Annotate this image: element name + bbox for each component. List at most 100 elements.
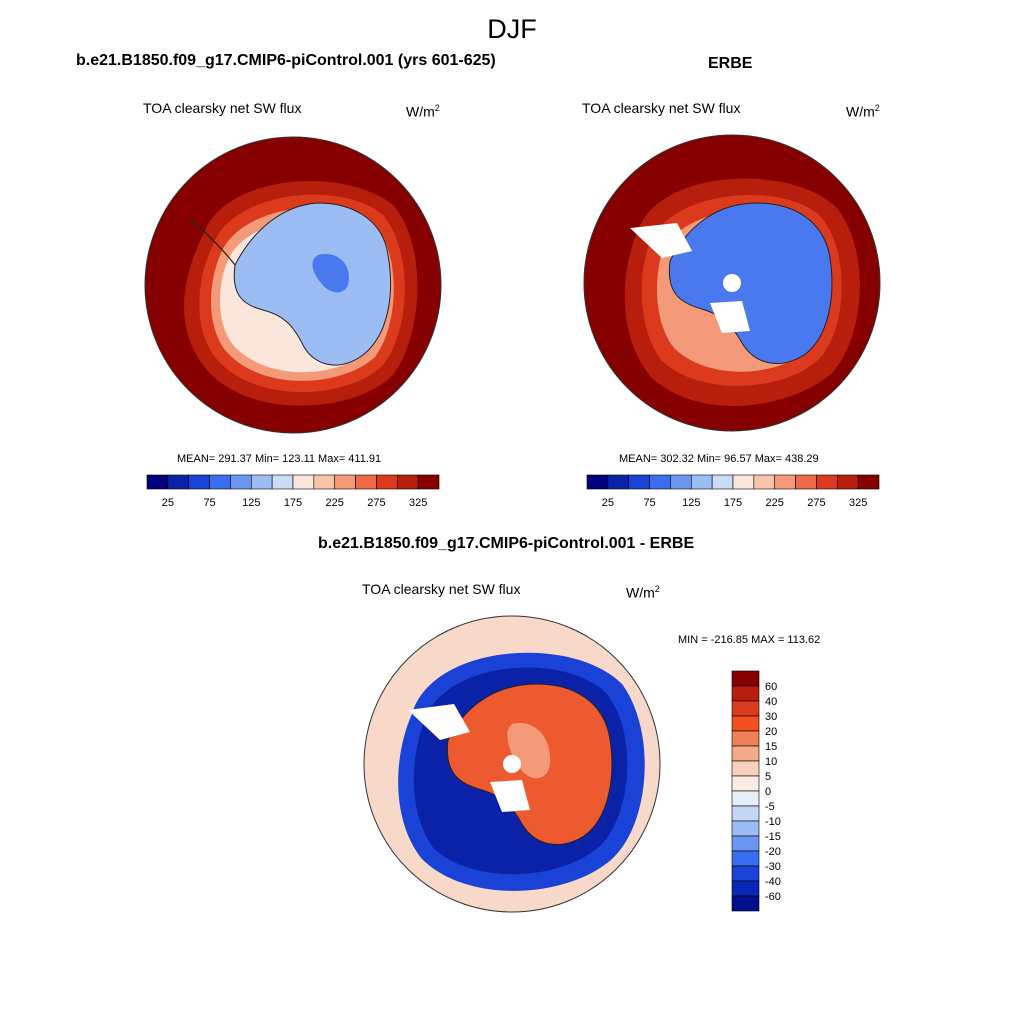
colorbar-cell [396, 474, 419, 490]
colorbar-cell [690, 474, 713, 490]
panel-3-variable: TOA clearsky net SW flux [362, 581, 521, 597]
colorbar-cell [649, 474, 671, 490]
colorbar-tick-label: 5 [765, 771, 771, 783]
colorbar-cell [250, 474, 273, 490]
colorbar-cell [731, 895, 760, 912]
colorbar-difference: 60 40 30 20 15 10 5 0 -5 -10 -15 -20 -30 -40 -60 [731, 670, 781, 912]
continent-light-blue [233, 202, 392, 366]
colorbar-cell [731, 865, 760, 882]
panel-2-units: W/m2 [846, 103, 880, 120]
colorbar-tick-label: 275 [807, 497, 825, 509]
missing-data-patch [630, 223, 692, 258]
colorbar-cell [795, 474, 817, 490]
colorbar-cell [271, 474, 294, 490]
colorbar-cell [731, 790, 760, 807]
colorbar-tick-label: -60 [765, 891, 781, 903]
colorbar-cell [731, 715, 760, 732]
colorbar-cell [731, 700, 760, 717]
colorbar-cell [731, 805, 760, 822]
colorbar-tick-label: 60 [765, 681, 777, 693]
colorbar-cell [376, 474, 398, 490]
map-erbe [583, 134, 881, 432]
colorbar-tick-label: 75 [643, 497, 655, 509]
colorbar-cell [417, 474, 440, 490]
panel-3-minmax: MIN = -216.85 MAX = 113.62 [678, 634, 821, 646]
colorbar-cell [586, 474, 609, 490]
colorbar-tick-label: 225 [766, 497, 784, 509]
panel-2-stats: MEAN= 302.32 Min= 96.57 Max= 438.29 [619, 453, 819, 465]
colorbar-tick-label: 0 [765, 786, 771, 798]
map-difference [363, 615, 661, 913]
colorbar-cell [167, 474, 190, 490]
colorbar-cell [607, 474, 630, 490]
colorbar-tick-label: -40 [765, 876, 781, 888]
continent-blue [668, 202, 833, 364]
colorbar-tick-label: 275 [367, 497, 385, 509]
colorbar-cell [731, 760, 760, 777]
missing-data-patch-2 [490, 780, 530, 812]
colorbar-tick-label: -15 [765, 831, 781, 843]
colorbar-tick-label: 10 [765, 756, 777, 768]
colorbar-cell [230, 474, 252, 490]
colorbar-cell [732, 474, 755, 490]
panel-2-variable: TOA clearsky net SW flux [582, 100, 741, 116]
interior-blue [312, 254, 349, 293]
colorbar-cell [670, 474, 692, 490]
colorbar-cell [731, 730, 760, 747]
colorbar-tick-label: 15 [765, 741, 777, 753]
colorbar-cell [836, 474, 859, 490]
figure-title: DJF [487, 14, 537, 44]
colorbar-cell [816, 474, 838, 490]
colorbar-tick-label: -30 [765, 861, 781, 873]
colorbar-tick-label: 175 [724, 497, 742, 509]
colorbar-tick-label: 175 [284, 497, 302, 509]
colorbar-cell [628, 474, 650, 490]
colorbar-cell [774, 474, 796, 490]
missing-data-patch-2 [710, 301, 750, 333]
peninsula-coast [187, 216, 236, 266]
colorbar-tick-label: 225 [326, 497, 344, 509]
colorbar-tick-label: 325 [409, 497, 427, 509]
colorbar-cell [731, 820, 760, 837]
colorbar-cell [731, 685, 760, 702]
colorbar-cell [753, 474, 776, 490]
colorbar-tick-label: 75 [203, 497, 215, 509]
colorbar-tick-label: -5 [765, 801, 775, 813]
colorbar-tick-label: 25 [602, 497, 614, 509]
colorbar-cell [209, 474, 231, 490]
missing-data-patch [408, 704, 470, 740]
colorbar-cell [731, 670, 760, 687]
colorbar-cell [731, 775, 760, 792]
colorbar-cell [292, 474, 315, 490]
colorbar-cell [857, 474, 880, 490]
colorbar-cell [711, 474, 734, 490]
panel-1-units: W/m2 [406, 103, 440, 120]
colorbar-model: 2575125175225275325375 [146, 474, 440, 509]
colorbar-tick-label: 325 [849, 497, 867, 509]
colorbar-cell [355, 474, 377, 490]
colorbar-cell [313, 474, 336, 490]
panel-3-title: b.e21.B1850.f09_g17.CMIP6-piControl.001 … [318, 535, 695, 552]
colorbar-cell [731, 745, 760, 762]
colorbar-cell [731, 835, 760, 852]
colorbar-tick-label: -20 [765, 846, 781, 858]
panel-1-variable: TOA clearsky net SW flux [143, 100, 302, 116]
pole-hole [503, 755, 521, 773]
colorbar-cell [731, 880, 760, 897]
colorbar-cell [146, 474, 169, 490]
colorbar-cell [731, 850, 760, 867]
colorbar-tick-label: 125 [682, 497, 700, 509]
colorbar-erbe: 2575125175225275325375 [586, 474, 880, 509]
colorbar-tick-label: 40 [765, 696, 777, 708]
colorbar-tick-label: 30 [765, 711, 777, 723]
panel-2-title: ERBE [708, 55, 753, 72]
colorbar-tick-label: 125 [242, 497, 260, 509]
colorbar-tick-label: -10 [765, 816, 781, 828]
colorbar-cell [188, 474, 210, 490]
pole-hole [723, 274, 741, 292]
panel-1-stats: MEAN= 291.37 Min= 123.11 Max= 411.91 [177, 453, 382, 465]
map-model [144, 136, 442, 434]
colorbar-tick-label: 25 [162, 497, 174, 509]
colorbar-cell [334, 474, 356, 490]
colorbar-tick-label: 20 [765, 726, 777, 738]
